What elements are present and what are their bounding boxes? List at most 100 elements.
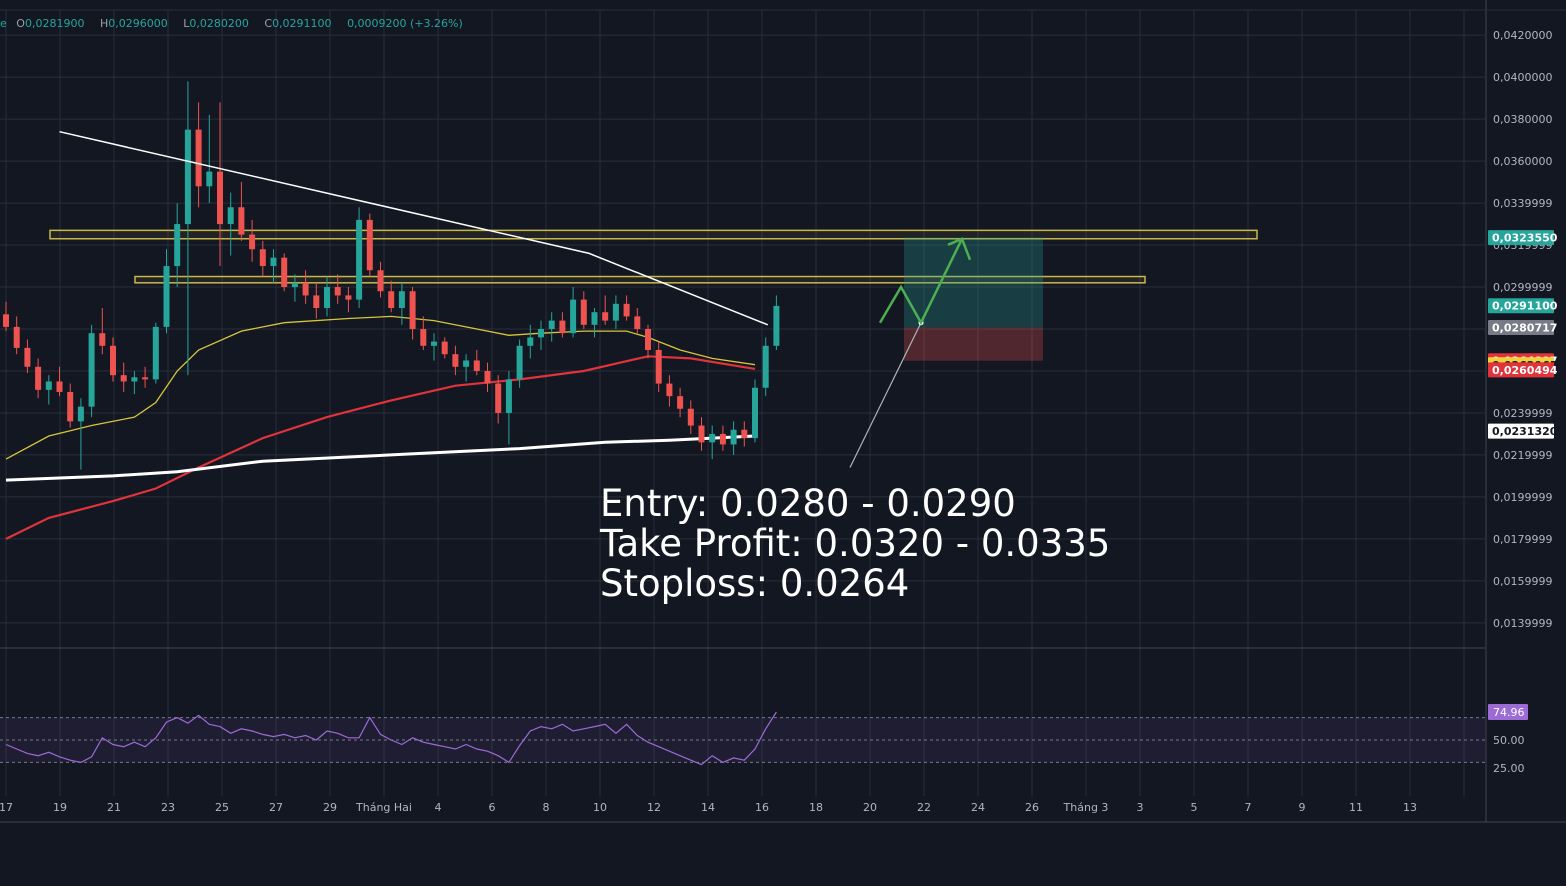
candle-body [580, 299, 587, 325]
time-tick-label: 9 [1299, 801, 1306, 814]
candle-body [377, 270, 384, 292]
candle-body [249, 234, 256, 250]
take-profit-text: Take Profit: 0.0320 - 0.0335 [600, 522, 1111, 565]
candle-body [345, 295, 352, 300]
rsi-pane [0, 711, 1485, 766]
stoploss-text: Stoploss: 0.0264 [600, 562, 910, 605]
candle-body [356, 219, 363, 300]
candle-body [217, 171, 223, 225]
trade-annotation: Entry: 0.0280 - 0.0290 Take Profit: 0.03… [600, 484, 1110, 604]
resistance-zones [49, 229, 1258, 284]
candle-body [174, 224, 181, 267]
candle-body [366, 219, 373, 271]
candle-body [762, 345, 769, 388]
time-tick-label: Tháng Hai [355, 801, 412, 814]
candle-body [35, 366, 42, 390]
risk-reward-box [904, 237, 1043, 361]
rsi-line [5, 711, 777, 766]
candle-body [602, 312, 609, 321]
candle-body [388, 291, 395, 309]
price-tick-label: 0,0380000 [1493, 113, 1553, 126]
candle-body [291, 282, 298, 288]
price-label-text: 0,0323550 [1492, 232, 1558, 245]
candle-body [773, 305, 780, 346]
candle-body [13, 326, 20, 348]
price-tick-label: 0,0239999 [1493, 407, 1553, 420]
price-label-box [1488, 362, 1554, 378]
price-label-text: 0,0260494 [1492, 364, 1558, 377]
rsi-tick-label: 50.00 [1493, 734, 1525, 747]
time-tick-label: 7 [1245, 801, 1252, 814]
candle-body [238, 207, 245, 235]
time-tick-label: 18 [809, 801, 823, 814]
price-tick-label: 0,0360000 [1493, 155, 1553, 168]
price-tick-label: 0,0420000 [1493, 29, 1553, 42]
candle-body [730, 429, 737, 445]
moving-average-line [5, 355, 756, 540]
candle-body [334, 287, 341, 296]
time-tick-label: 6 [489, 801, 496, 814]
candle-body [452, 354, 459, 367]
time-tick-label: 8 [543, 801, 550, 814]
candle-body [431, 341, 437, 346]
candle-body [227, 207, 234, 225]
time-axis: 17 19 21 23 25 27 29 Tháng Hai 4 6 8 10 12 14 16 18 20 22… [0, 801, 1417, 814]
candle-body [719, 433, 726, 445]
time-tick-label: 21 [107, 801, 121, 814]
price-label-text: 0,0291100 [1492, 300, 1558, 313]
candle-body [527, 337, 534, 346]
candle-body [77, 406, 84, 422]
price-label-box [1488, 230, 1554, 246]
price-label-box [1488, 298, 1554, 314]
ohlc-legend: e O0,0281900 H0,0296000 L0,0280200 C0,02… [0, 17, 469, 30]
moving-average-line [5, 315, 756, 460]
projection-path [878, 238, 964, 326]
candle-body [324, 287, 330, 309]
candle-body [302, 282, 309, 296]
time-tick-label: 3 [1137, 801, 1144, 814]
candles [3, 81, 780, 470]
candle-body [559, 320, 566, 334]
candle-body [88, 333, 95, 407]
price-tick-label: 0,0199999 [1493, 491, 1553, 504]
time-tick-label: 26 [1025, 801, 1039, 814]
candle-body [281, 257, 288, 288]
candle-body [56, 381, 63, 392]
candle-body [666, 383, 673, 397]
candle-body [398, 291, 405, 309]
candle-body [548, 320, 555, 329]
candle-body [505, 379, 512, 413]
rsi-tick-label: 25.00 [1493, 762, 1525, 775]
price-tick-label: 0,0139999 [1493, 617, 1553, 630]
candle-body [206, 171, 213, 187]
grid [0, 0, 1566, 823]
candle-body [163, 266, 170, 327]
price-label-text: 0,0280717 [1492, 321, 1557, 334]
time-tick-label: 11 [1349, 801, 1363, 814]
price-tick-label: 0,0339999 [1493, 197, 1553, 210]
candle-body [152, 326, 159, 380]
descending-trendline [59, 130, 769, 326]
candle-body [538, 329, 544, 338]
time-tick-label: 25 [215, 801, 229, 814]
price-label-box [1488, 423, 1554, 439]
candle-body [142, 377, 149, 380]
candle-body [516, 345, 523, 380]
moving-average-line [5, 434, 756, 482]
time-tick-label: 13 [1403, 801, 1417, 814]
resistance-zone [49, 229, 1258, 240]
time-tick-label: 14 [701, 801, 715, 814]
time-tick-label: 29 [323, 801, 337, 814]
rsi-tick-label: 74.96 [1493, 706, 1525, 719]
price-tick-label: 0,0159999 [1493, 575, 1553, 588]
candle-body [184, 129, 191, 225]
candle-body [120, 375, 127, 382]
candle-body [655, 349, 662, 384]
price-axis: 0,0420000 0,0400000 0,0380000 0,0360000 0,03… [1488, 29, 1558, 775]
time-tick-label: 16 [755, 801, 769, 814]
price-label-text: 0,0231320 [1492, 425, 1558, 438]
candle-body [677, 396, 684, 409]
candle-body [67, 391, 74, 422]
